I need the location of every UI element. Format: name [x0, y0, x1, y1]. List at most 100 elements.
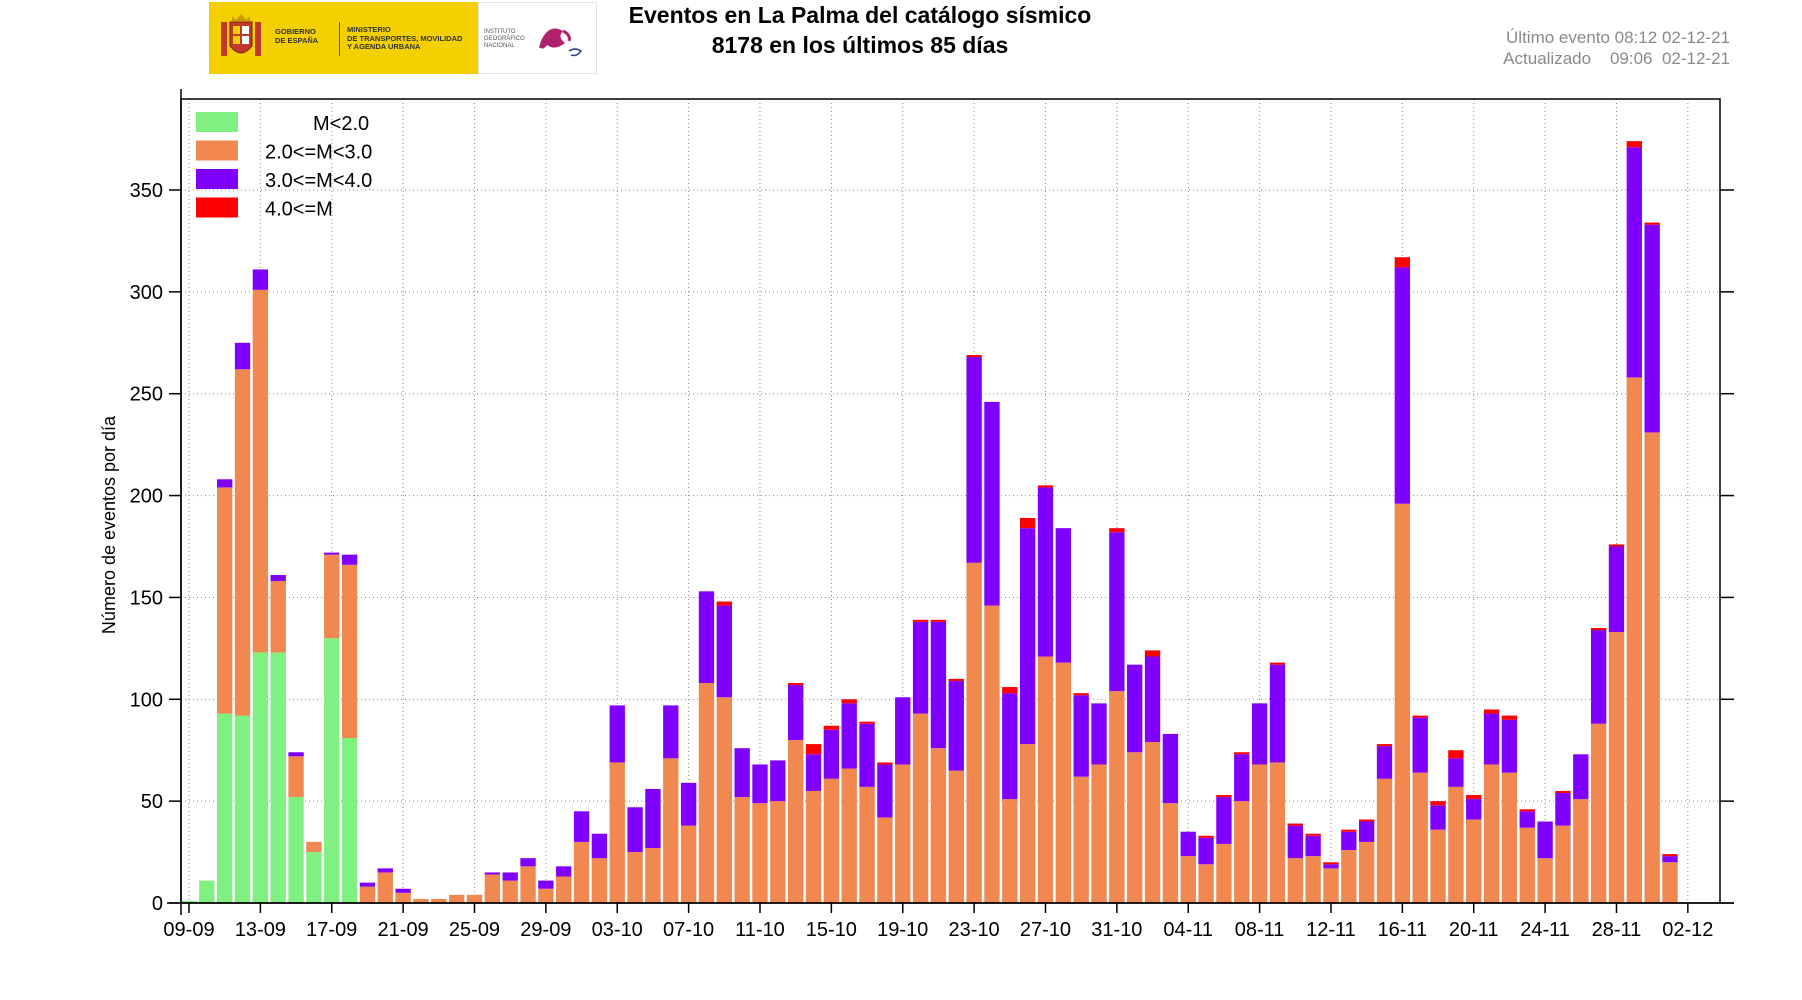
bar-segment	[770, 801, 786, 903]
bar-segment	[1251, 703, 1268, 765]
bar-segment	[1466, 799, 1482, 820]
gobierno-logo: GOBIERNO DE ESPAÑA MINISTERIO DE TRANSPO…	[209, 2, 478, 74]
bar-segment	[930, 619, 947, 622]
bar-segment	[395, 888, 411, 893]
x-tick-label: 28-11	[1592, 919, 1642, 941]
bar-segment	[823, 725, 840, 730]
x-tick-label: 12-11	[1306, 919, 1356, 941]
bar-segment	[1519, 811, 1535, 828]
x-tick-label: 24-11	[1520, 919, 1570, 941]
bar-segment	[1162, 733, 1179, 804]
bar-segment	[1519, 809, 1535, 812]
x-tick-label: 04-11	[1163, 919, 1213, 941]
bar-segment	[895, 764, 911, 903]
bar-segment	[1019, 744, 1036, 903]
bar-segment	[1144, 650, 1161, 657]
bar-segment	[1216, 795, 1232, 798]
bar-segment	[877, 762, 893, 765]
y-tick-label: 50	[141, 791, 163, 813]
x-tick-label: 23-10	[949, 919, 1000, 941]
bar-segment	[948, 680, 964, 771]
bar-segment	[1234, 754, 1250, 802]
bar-segment	[680, 825, 697, 903]
legend-swatch	[196, 197, 238, 218]
bar-segment	[1358, 819, 1375, 822]
bar-segment	[341, 554, 358, 565]
bar-segment	[716, 697, 732, 903]
x-tick-label: 25-09	[449, 919, 500, 941]
bar-segment	[1483, 713, 1500, 765]
bar-segment	[877, 817, 893, 903]
bar-segment	[1466, 795, 1482, 800]
bar-segment	[1483, 709, 1500, 714]
bar-segment	[966, 357, 982, 563]
bar-segment	[823, 778, 840, 903]
bar-segment	[1091, 764, 1107, 903]
bar-segment	[1555, 792, 1571, 826]
bar-segment	[627, 852, 643, 903]
bar-segment	[1448, 758, 1464, 787]
bar-segment	[1394, 503, 1411, 903]
bar-segment	[966, 562, 982, 903]
bar-segment	[1019, 517, 1036, 529]
legend: M<2.0 2.0<=M<3.0 3.0<=M<4.0 4.0<=M	[196, 112, 372, 221]
y-tick-label: 250	[130, 384, 163, 406]
logo-strip: GOBIERNO DE ESPAÑA MINISTERIO DE TRANSPO…	[209, 2, 597, 74]
bar-segment	[645, 847, 661, 903]
bar-segment	[1073, 693, 1089, 696]
x-tick-label: 02-12	[1662, 919, 1713, 941]
bar-segment	[484, 874, 501, 903]
bar-segment	[1573, 799, 1589, 903]
bar-segment	[698, 682, 715, 903]
bar-segment	[199, 880, 215, 903]
x-tick-label: 17-09	[306, 919, 357, 941]
bar-segment	[288, 756, 304, 798]
bar-segment	[520, 866, 536, 903]
bar-segment	[234, 369, 251, 716]
bar-segment	[1019, 528, 1036, 745]
tick-labels: 0 50 100 150 200 250 300 350 09-09 13-09 17-09 21-0…	[130, 180, 1734, 941]
legend-label: 3.0<=M<4.0	[265, 170, 372, 192]
bar-segment	[591, 858, 608, 903]
bar-segment	[1198, 837, 1214, 865]
bar-segment	[1180, 831, 1196, 857]
bar-segment	[1644, 224, 1660, 433]
bar-segment	[877, 764, 893, 818]
bar-segment	[324, 554, 340, 639]
bar-segment	[1590, 627, 1607, 631]
bar-segment	[1109, 532, 1125, 692]
bar-segment	[1501, 719, 1518, 773]
bar-segment	[1394, 267, 1411, 504]
x-tick-label: 20-11	[1449, 919, 1499, 941]
legend-label: 2.0<=M<3.0	[265, 142, 372, 164]
bar-segment	[1501, 772, 1518, 903]
bar-segment	[181, 900, 197, 903]
bar-segment	[966, 355, 982, 358]
bar-segment	[1234, 752, 1250, 755]
bar-segment	[448, 894, 465, 903]
bar-segment	[1608, 632, 1625, 903]
bar-segment	[627, 807, 643, 853]
bar-segment	[1037, 656, 1054, 903]
bar-segment	[1180, 856, 1196, 903]
bar-segment	[1091, 703, 1107, 765]
x-tick-label: 29-09	[520, 919, 571, 941]
bar-segment	[984, 605, 1000, 903]
bar-segment	[234, 715, 251, 903]
bar-segment	[252, 652, 269, 903]
bar-segment	[1287, 825, 1303, 859]
legend-swatch	[196, 140, 238, 161]
bar-segment	[734, 797, 750, 903]
bar-segment	[1555, 790, 1571, 793]
bar-segment	[805, 744, 822, 755]
legend-swatch	[196, 169, 238, 189]
bar-segment	[217, 487, 233, 714]
bar-segment	[1216, 797, 1232, 844]
bar-segment	[466, 894, 483, 903]
bar-segment	[1412, 717, 1428, 773]
bar-segment	[609, 762, 625, 903]
x-tick-label: 07-10	[663, 919, 714, 941]
bar-segment	[1037, 485, 1054, 488]
gobierno-text: GOBIERNO DE ESPAÑA	[275, 27, 319, 45]
bar-segment	[716, 605, 732, 698]
